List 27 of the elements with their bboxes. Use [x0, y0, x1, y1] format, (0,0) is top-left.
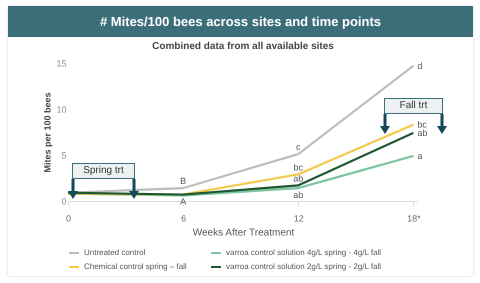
chart-title: # Mites/100 bees across sites and time points [8, 6, 473, 37]
y-axis-title: Mites per 100 bees [42, 92, 52, 173]
y-tick-label: 0 [61, 196, 66, 206]
x-tick-label: 12 [294, 214, 304, 224]
annotation: ab [293, 190, 304, 200]
x-tick-label: 6 [181, 214, 186, 224]
annotation: A [180, 196, 186, 207]
annotation: d [417, 60, 422, 71]
annotation: B [180, 176, 186, 186]
x-tick-label: 18* [407, 214, 422, 224]
annotation: c [296, 142, 302, 152]
annotation: a [417, 150, 422, 161]
legend-label: varroa control solution 2g/L spring - 2g/L fall [226, 262, 382, 271]
legend-label: Chemical control spring – fall [84, 262, 187, 271]
y-tick-label: 15 [56, 58, 66, 68]
callout-box: Spring trt [72, 163, 135, 179]
annotation: ab [293, 173, 304, 184]
y-tick-label: 5 [61, 150, 66, 160]
y-tick-label: 10 [56, 104, 66, 114]
legend-label: varroa control solution 4g/L spring - 4g/L fall [226, 248, 382, 257]
chart-subtitle: Combined data from all available sites [152, 41, 334, 52]
callout-box: Fall trt [384, 98, 443, 114]
legend-label: Untreated control [84, 248, 146, 257]
annotation: bc [294, 162, 304, 172]
annotation: bc [417, 120, 428, 130]
x-axis-title: Weeks After Treatment [192, 228, 294, 238]
annotation: ab [417, 128, 428, 138]
